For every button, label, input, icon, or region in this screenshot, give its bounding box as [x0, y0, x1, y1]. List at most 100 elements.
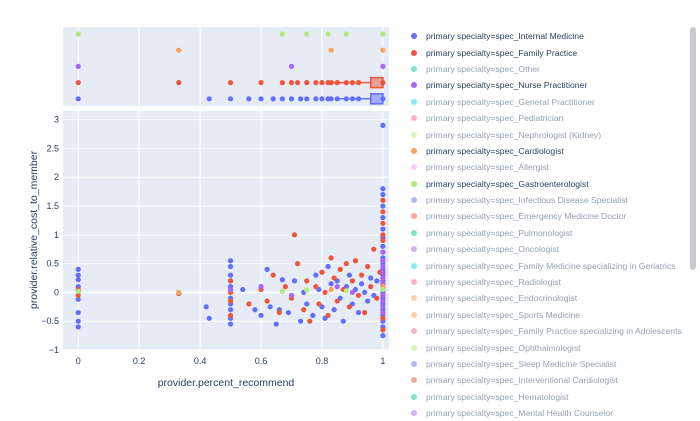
rug-mark [288, 80, 295, 86]
rug-mark [319, 80, 325, 86]
legend-item[interactable]: primary specialty=spec_Emergency Medicin… [408, 208, 688, 224]
scatter-point [304, 287, 310, 293]
legend-marker-icon [411, 197, 417, 204]
legend-item[interactable]: primary specialty=spec_Nephrologist (Kid… [408, 126, 688, 142]
x-tick-label: 1 [380, 356, 385, 366]
box [369, 76, 384, 89]
scatter-points [75, 122, 386, 339]
scatter-point [227, 312, 234, 319]
scatter-point [75, 309, 81, 316]
legend-item[interactable]: primary specialty=spec_Endocrinologist [408, 290, 688, 306]
main-plot-background [63, 111, 389, 350]
rug-mark [313, 80, 319, 86]
legend-item[interactable]: primary specialty=spec_Mental Health Cou… [408, 405, 688, 421]
rug-mark [75, 31, 81, 37]
legend-marker-icon [411, 164, 417, 171]
legend-label: primary specialty=spec_Internal Medicine [426, 31, 584, 42]
legend-marker-icon [411, 328, 417, 335]
legend-item[interactable]: primary specialty=spec_Oncologist [408, 241, 688, 257]
scatter-point [374, 295, 380, 301]
legend-item[interactable]: primary specialty=spec_Sleep Medicine Sp… [408, 356, 688, 372]
legend-label: primary specialty=spec_Family Practice s… [426, 326, 682, 337]
legend-marker-icon [411, 262, 417, 269]
rug-mark [328, 96, 334, 102]
legend-label: primary specialty=spec_Mental Health Cou… [426, 408, 614, 419]
legend-item[interactable]: primary specialty=spec_Cardiologist [408, 143, 688, 159]
legend-label: primary specialty=spec_Radiologist [426, 277, 561, 288]
legend-item[interactable]: primary specialty=spec_Ophthalmologist [408, 339, 688, 355]
legend-item[interactable]: primary specialty=spec_Allergist [408, 159, 688, 175]
scatter-point [298, 318, 304, 324]
rug-mark [328, 47, 334, 53]
legend-item[interactable]: primary specialty=spec_Pediatrician [408, 110, 688, 126]
x-tick-label: 0 [76, 356, 81, 366]
legend-marker-icon [411, 410, 417, 417]
box [369, 93, 384, 105]
scatter-point [227, 307, 234, 313]
scatter-point [75, 292, 81, 298]
legend-marker-icon [411, 279, 417, 286]
legend-item[interactable]: primary specialty=spec_Hematologist [408, 389, 688, 405]
marginal-boxes [331, 76, 384, 105]
legend-item[interactable]: primary specialty=spec_Interventional Ca… [408, 372, 688, 388]
legend-item[interactable]: primary specialty=spec_Nurse Practitione… [408, 77, 688, 93]
rug-mark [75, 80, 81, 86]
legend-item[interactable]: primary specialty=spec_Family Medicine s… [408, 257, 688, 273]
x-tick-label: 0.4 [194, 356, 207, 366]
scatter-point [380, 209, 386, 215]
y-tick-label: 3 [54, 115, 59, 125]
rug-mark [380, 31, 386, 37]
scatter-point [380, 220, 386, 226]
legend-marker-icon [411, 229, 417, 236]
scatter-point [349, 278, 356, 284]
scatter-point [288, 292, 295, 298]
x-axis-title: provider.percent_recommend [158, 377, 295, 389]
rug-mark [343, 31, 349, 37]
gridlines [63, 27, 389, 351]
scatter-point [75, 296, 81, 302]
scatter-point [301, 307, 307, 313]
legend-item[interactable]: primary specialty=spec_Family Practice [408, 44, 688, 60]
scatter-point [380, 292, 386, 298]
legend-marker-icon [411, 311, 417, 318]
scatter-point [331, 275, 337, 281]
rug-mark [279, 80, 285, 86]
scatter-point [340, 318, 346, 324]
rug-mark [288, 63, 295, 69]
legend-item[interactable]: primary specialty=spec_Family Practice s… [408, 323, 688, 339]
legend-item[interactable]: primary specialty=spec_Radiologist [408, 274, 688, 290]
scatter-point [380, 122, 386, 128]
legend-marker-icon [411, 344, 417, 351]
rug-mark [313, 96, 319, 102]
rug-mark [319, 96, 325, 102]
legend-item[interactable]: primary specialty=spec_Sports Medicine [408, 307, 688, 323]
x-tick-labels: 0 0.2 0.4 0.6 0.8 1 [76, 356, 386, 366]
legend-label: primary specialty=spec_Other [426, 63, 540, 74]
scatter-point [279, 288, 285, 294]
scatter-point [273, 321, 279, 327]
scatter-point [355, 309, 362, 316]
legend-item[interactable]: primary specialty=spec_Infectious Diseas… [408, 192, 688, 208]
scatter-point [380, 333, 386, 339]
scatter-point [276, 309, 282, 316]
rug-mark [246, 96, 252, 102]
rug-mark [176, 47, 182, 53]
legend-scrollbar[interactable] [690, 27, 696, 270]
legend-item[interactable]: primary specialty=spec_Pulmonologist [408, 225, 688, 241]
scatter-point [227, 258, 234, 264]
legend-item[interactable]: primary specialty=spec_Internal Medicine [408, 28, 688, 44]
legend-marker-icon [411, 180, 417, 187]
scatter-point [304, 278, 310, 284]
legend-label: primary specialty=spec_Sleep Medicine Sp… [426, 359, 617, 369]
legend-item[interactable]: primary specialty=spec_General Practitio… [408, 94, 688, 110]
scatter-point [343, 261, 349, 267]
legend-item[interactable]: primary specialty=spec_Other [408, 61, 688, 77]
legend-label: primary specialty=spec_Allergist [426, 162, 549, 173]
legend-item[interactable]: primary specialty=spec_Gastroenterologis… [408, 176, 688, 192]
legend-marker-icon [411, 115, 417, 122]
scatter-point [252, 307, 258, 313]
scatter-point [380, 243, 386, 249]
scatter-point [291, 232, 298, 238]
scatter-point [380, 249, 386, 255]
marginal-plot-background [63, 27, 389, 106]
